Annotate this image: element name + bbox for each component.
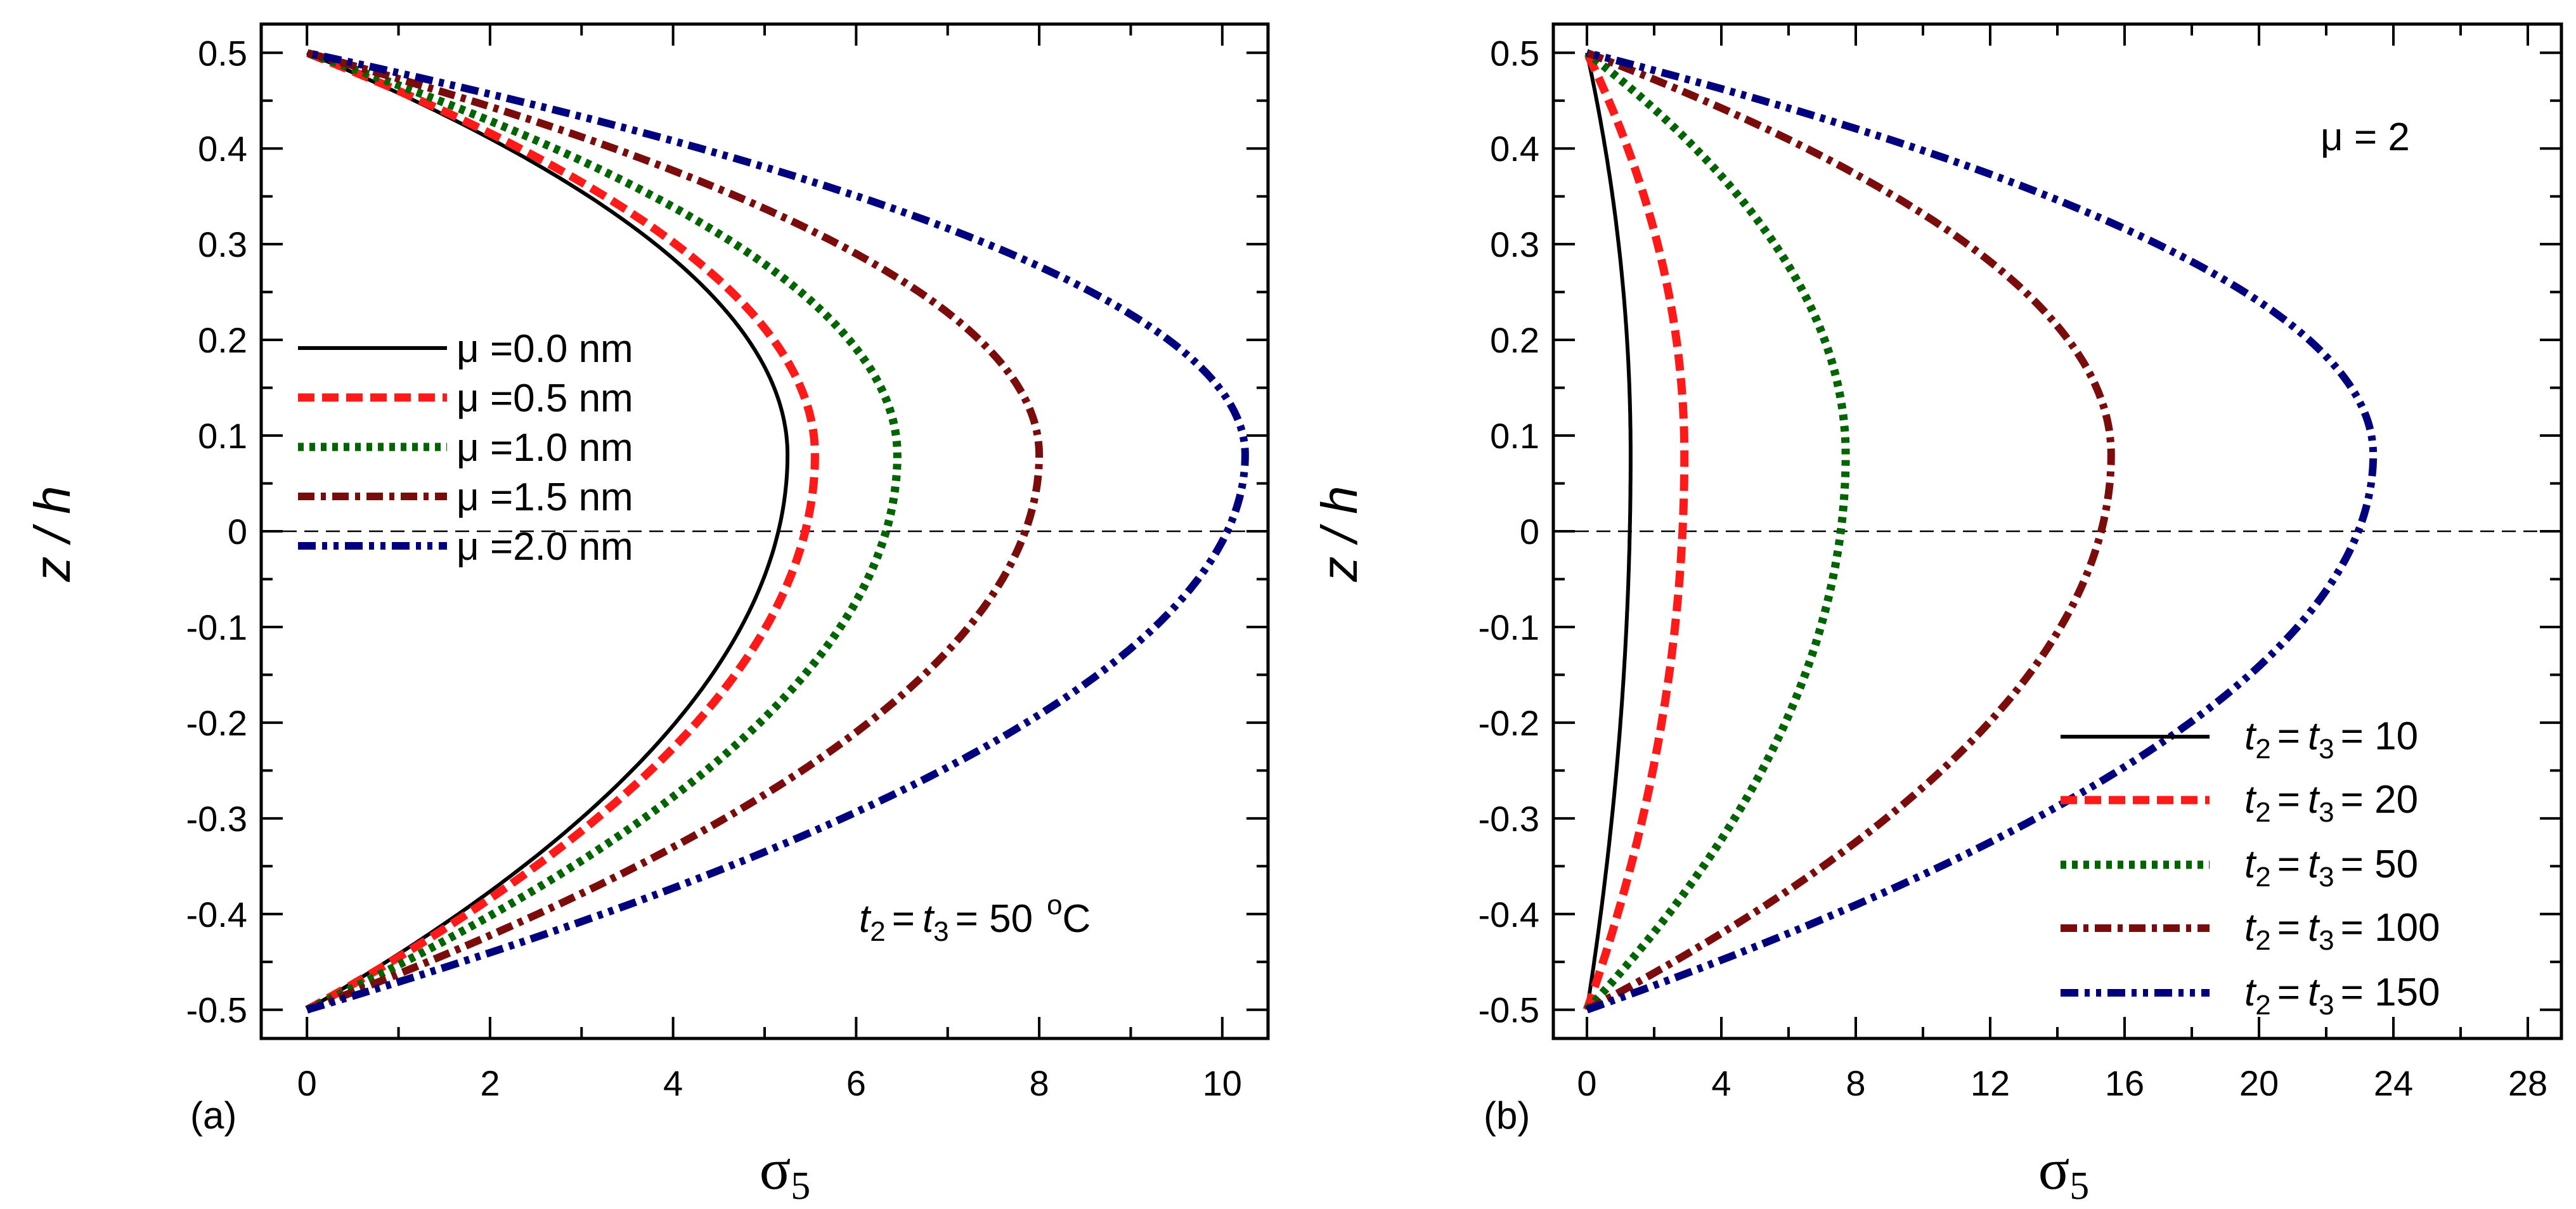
legend-label-t-50: t2 = t3 = 50 (2244, 843, 2418, 893)
series-line-3 (1585, 49, 2115, 1014)
y-tick-label: -0.4 (186, 895, 248, 934)
x-tick-label: 28 (2508, 1063, 2547, 1103)
legend-label-mu-1-0: μ =1.0 nm (456, 426, 633, 470)
legend: μ =0.0 nm μ =0.5 nm μ =1.0 nm μ =1.5 nm … (298, 327, 633, 569)
series-line-0 (1585, 52, 1633, 1011)
y-tick-label: -0.3 (1479, 799, 1540, 839)
y-tick-label: 0.4 (1490, 129, 1539, 169)
series-line-1 (305, 49, 819, 1014)
y-tick-label: 0.5 (1490, 33, 1539, 73)
y-tick-label: -0.5 (186, 990, 248, 1030)
series-line-2 (305, 49, 902, 1014)
y-tick-label: 0.2 (1490, 320, 1539, 360)
x-tick-label: 10 (1203, 1063, 1242, 1103)
legend-label-mu-1-5: μ =1.5 nm (456, 475, 633, 519)
panel-label: (b) (1484, 1094, 1530, 1137)
panel-a: 0 2 4 6 8 10 0.5 0.4 0.3 0.2 0.1 0 -0.1 -0.2 -0.3 -0.4 -… (24, 22, 1270, 1208)
y-tick-label: -0.2 (186, 703, 248, 743)
y-tick-label: -0.1 (1479, 607, 1540, 647)
x-tick-label: 16 (2105, 1063, 2144, 1103)
legend-label-mu-0-5: μ =0.5 nm (456, 377, 633, 420)
curves (305, 49, 1249, 1014)
mu-annotation: μ = 2 (2320, 115, 2410, 159)
y-tick-label: -0.2 (1479, 703, 1540, 743)
x-tick-label: 8 (1030, 1063, 1049, 1103)
y-tick-label: 0.1 (1490, 416, 1539, 456)
y-tick-label: 0.3 (1490, 224, 1539, 264)
panel-b: 0 4 8 12 16 20 24 28 0.5 0.4 0.3 0.2 0.1 0 -0.1 -0.2 -0.… (1311, 22, 2563, 1208)
y-axis-title: z / h (24, 486, 81, 582)
series-line-3 (306, 49, 1044, 1014)
x-tick-label: 4 (663, 1063, 683, 1103)
x-tick-label: 4 (1711, 1063, 1731, 1103)
x-tick-label: 2 (480, 1063, 500, 1103)
x-axis-title: σ5 (760, 1137, 811, 1208)
y-tick-label: 0 (228, 512, 247, 552)
x-tick-label: 12 (1971, 1063, 2010, 1103)
x-tick-label: 20 (2239, 1063, 2279, 1103)
legend: t2 = t3 = 10 t2 = t3 = 20 t2 = t3 = 50 t2 = t3 = 100… (2061, 714, 2440, 1021)
y-tick-label: 0.4 (198, 129, 247, 169)
series-line-4 (1586, 49, 2378, 1014)
axis-ticks: 0 4 8 12 16 20 24 28 0.5 0.4 0.3 0.2 0.1 0 -0.1 -0.2 -0.… (1479, 24, 2561, 1103)
series-line-2 (1584, 49, 1850, 1013)
y-tick-label: 0.1 (198, 416, 247, 456)
curves (1582, 49, 2378, 1014)
x-tick-label: 24 (2374, 1063, 2413, 1103)
y-tick-label: 0.3 (198, 224, 247, 264)
y-tick-label: 0.2 (198, 320, 247, 360)
legend-label-t-20: t2 = t3 = 20 (2244, 778, 2418, 828)
y-tick-label: -0.5 (1479, 990, 1540, 1030)
x-tick-label: 0 (1577, 1063, 1596, 1103)
y-tick-label: 0 (1520, 512, 1539, 552)
x-tick-label: 6 (846, 1063, 866, 1103)
legend-label-t-100: t2 = t3 = 100 (2244, 906, 2440, 956)
legend-label-mu-0: μ =0.0 nm (456, 327, 633, 371)
y-axis-title: z / h (1311, 486, 1368, 582)
axis-ticks: 0 2 4 6 8 10 0.5 0.4 0.3 0.2 0.1 0 -0.1 -0.2 -0.3 -0.4 -… (186, 24, 1268, 1103)
x-axis-title: σ5 (2038, 1137, 2090, 1208)
y-tick-label: 0.5 (198, 33, 247, 73)
x-tick-label: 8 (1846, 1063, 1865, 1103)
panel-label: (a) (190, 1094, 236, 1137)
series-line-0 (306, 51, 790, 1012)
series-line-1 (1582, 51, 1689, 1011)
legend-label-t-150: t2 = t3 = 150 (2244, 971, 2440, 1021)
y-tick-label: -0.3 (186, 799, 248, 839)
y-tick-label: -0.1 (186, 607, 248, 647)
series-line-4 (306, 49, 1249, 1014)
legend-label-mu-2-0: μ =2.0 nm (456, 525, 633, 569)
y-tick-label: -0.4 (1479, 895, 1540, 934)
legend-label-t-10: t2 = t3 = 10 (2244, 714, 2418, 765)
temperature-annotation: t2 = t3 = 50 oC (859, 889, 1091, 947)
x-tick-label: 0 (297, 1063, 317, 1103)
